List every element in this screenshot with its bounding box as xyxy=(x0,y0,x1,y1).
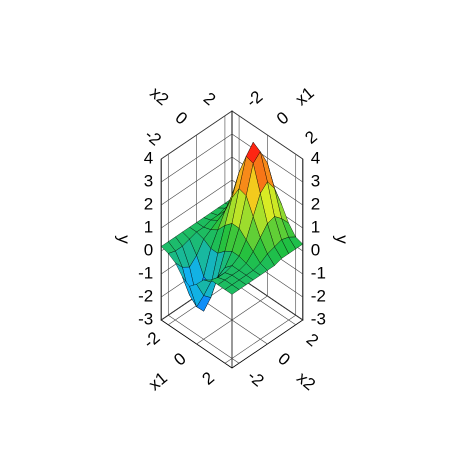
y-tick-label: 2 xyxy=(311,194,320,213)
x2-tick-label: 0 xyxy=(274,349,293,370)
y-tick-label: -3 xyxy=(138,309,153,328)
x2-axis-title: x2 xyxy=(146,83,172,109)
x1-tick-label: 0 xyxy=(170,349,189,370)
y-tick-label: -1 xyxy=(138,263,153,282)
x1-tick-label: -2 xyxy=(140,328,164,352)
x2-tick-label: -2 xyxy=(244,366,268,390)
x2-tick-label: 2 xyxy=(200,89,219,110)
y-tick-label: -1 xyxy=(311,263,326,282)
y-tick-label: -3 xyxy=(311,309,326,328)
x2-tick-label: 2 xyxy=(303,330,322,351)
y-tick-label: 2 xyxy=(144,194,153,213)
x1-tick-label: 2 xyxy=(199,368,218,389)
x1-axis-title: x1 xyxy=(292,83,318,109)
grid-line xyxy=(196,295,268,345)
grid-line xyxy=(168,314,240,364)
x2-tick-label: -2 xyxy=(141,125,165,149)
y-tick-label: 1 xyxy=(311,217,320,236)
y-axis-title: y xyxy=(332,235,351,244)
x1-axis-title: x1 xyxy=(145,368,171,394)
x2-tick-label: 0 xyxy=(172,108,191,129)
y-tick-label: -2 xyxy=(311,286,326,305)
y-tick-label: 4 xyxy=(311,148,320,167)
x1-tick-label: -2 xyxy=(243,87,267,111)
y-tick-label: 4 xyxy=(144,148,153,167)
y-tick-label: 0 xyxy=(311,240,320,259)
x2-axis-title: x2 xyxy=(293,368,319,394)
y-tick-label: 3 xyxy=(144,171,153,190)
y-tick-label: 1 xyxy=(144,217,153,236)
y-axis-title: y xyxy=(115,235,134,244)
y-tick-label: 3 xyxy=(311,171,320,190)
surface-patch xyxy=(224,284,240,295)
x1-tick-label: 0 xyxy=(273,108,292,129)
x1-tick-label: 2 xyxy=(301,127,320,148)
y-tick-label: 0 xyxy=(144,240,153,259)
y-tick-label: -2 xyxy=(138,286,153,305)
surface xyxy=(160,141,304,312)
